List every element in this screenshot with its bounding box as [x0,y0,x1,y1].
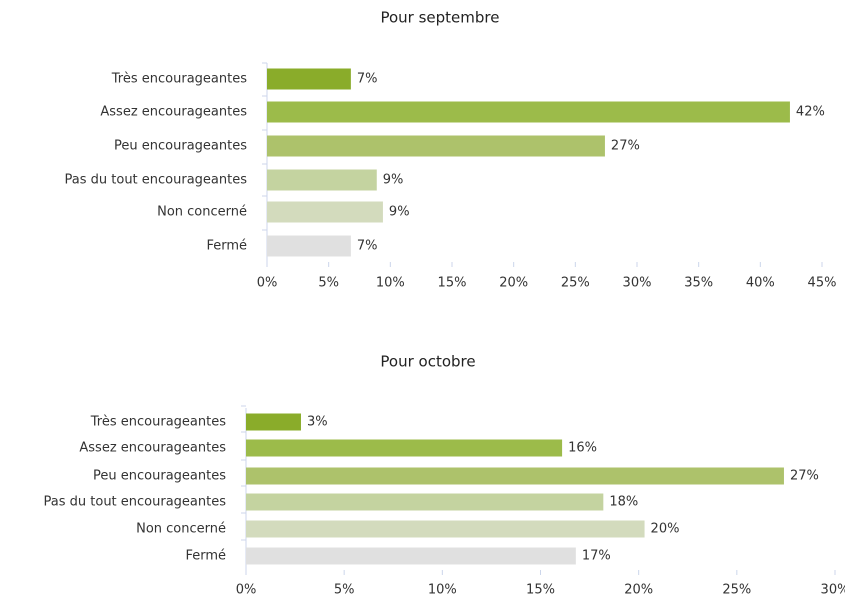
x-tick-label: 35% [684,276,713,291]
data-label: 27% [790,469,819,484]
data-label: 7% [357,72,378,87]
bar [246,439,563,457]
data-label: 27% [611,139,640,154]
data-label: 18% [609,495,638,510]
bar [267,101,790,123]
y-tick-label: Fermé [206,239,247,254]
x-tick-label: 20% [624,583,653,598]
x-tick-label: 40% [746,276,775,291]
data-label: 3% [307,415,328,430]
data-label: 17% [582,549,611,564]
data-label: 20% [651,522,680,537]
bar [267,169,377,191]
y-tick-label: Fermé [185,549,226,564]
data-label: 9% [383,173,404,188]
y-tick-label: Peu encourageantes [114,139,247,154]
x-tick-label: 25% [722,583,751,598]
y-tick-label: Très encourageantes [90,415,226,430]
x-tick-label: 10% [428,583,457,598]
y-tick-label: Très encourageantes [111,72,247,87]
y-tick-label: Assez encourageantes [79,441,226,456]
bar [267,135,605,157]
bar [267,68,351,90]
y-tick-label: Assez encourageantes [100,105,247,120]
x-tick-label: 0% [236,583,257,598]
data-label: 9% [389,205,410,220]
chart-title: Pour octobre [380,353,475,371]
x-tick-label: 15% [526,583,555,598]
y-tick-label: Pas du tout encourageantes [65,173,248,188]
data-label: 7% [357,239,378,254]
y-tick-label: Non concerné [157,205,247,220]
bar [246,547,576,565]
bar [246,467,784,485]
bar [267,201,383,223]
x-tick-label: 0% [257,276,278,291]
y-tick-label: Non concerné [136,522,226,537]
y-tick-label: Pas du tout encourageantes [44,495,227,510]
y-tick-label: Peu encourageantes [93,469,226,484]
x-tick-label: 10% [376,276,405,291]
bar [246,493,604,511]
x-tick-label: 5% [318,276,339,291]
x-tick-label: 15% [438,276,467,291]
x-tick-label: 30% [821,583,845,598]
chart-title: Pour septembre [380,9,499,27]
x-tick-label: 45% [808,276,837,291]
bar [246,413,301,431]
x-tick-label: 20% [499,276,528,291]
x-tick-label: 5% [334,583,355,598]
bar [267,235,351,257]
x-tick-label: 25% [561,276,590,291]
data-label: 16% [568,441,597,456]
data-label: 42% [796,105,825,120]
bar [246,520,645,538]
x-tick-label: 30% [623,276,652,291]
